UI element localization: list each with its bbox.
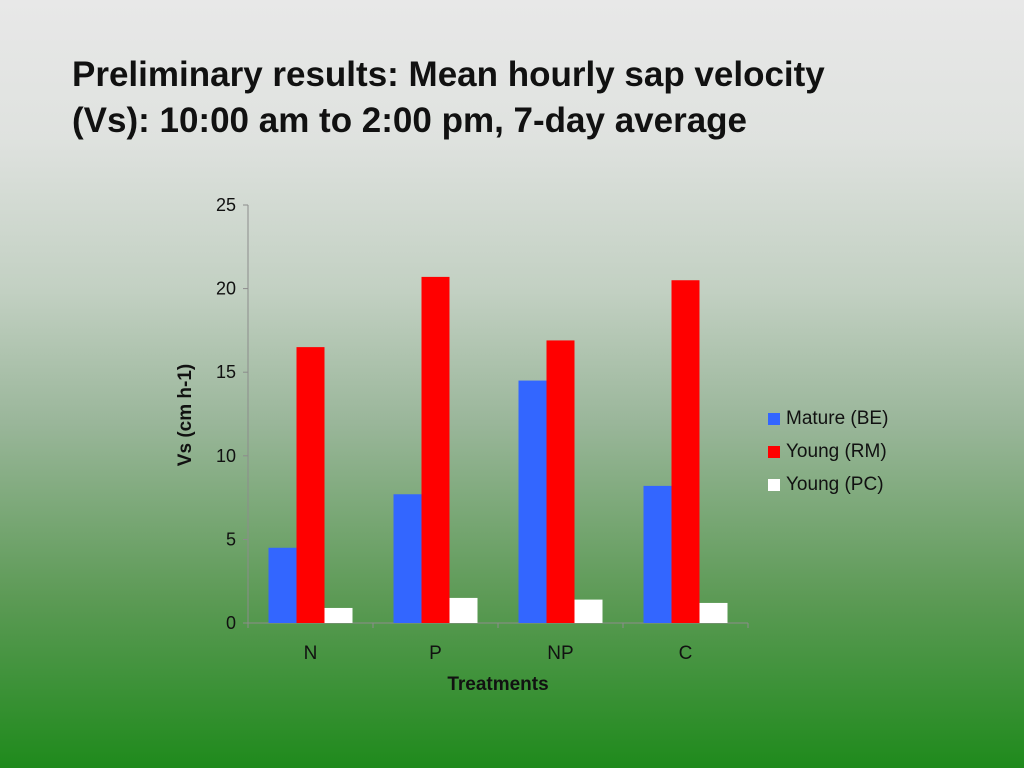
y-tick-label: 15: [216, 362, 236, 382]
y-tick-label: 0: [226, 613, 236, 633]
x-tick-label: P: [429, 643, 442, 664]
x-tick-label: N: [304, 643, 318, 664]
bar-mature-be-p: [393, 494, 422, 623]
legend-swatch: [768, 445, 780, 458]
legend-swatch: [768, 412, 780, 425]
bar-young-rm-p: [421, 276, 450, 623]
bar-mature-be-c: [643, 485, 672, 623]
y-axis-label: Vs (cm h-1): [175, 364, 196, 466]
y-axis: 0 5 10 15 20 25: [216, 195, 249, 633]
bar-young-pc-c: [699, 602, 728, 623]
y-tick-label: 10: [216, 446, 236, 466]
slide-title: Preliminary results: Mean hourly sap vel…: [72, 52, 972, 144]
slide-title-line-2: (Vs): 10:00 am to 2:00 pm, 7-day average: [72, 101, 748, 140]
y-tick-label: 25: [216, 195, 236, 215]
slide-title-line-1: Preliminary results: Mean hourly sap vel…: [72, 55, 825, 94]
legend-item: Young (PC): [768, 468, 888, 501]
bar-young-rm-np: [546, 340, 575, 623]
bars: [268, 276, 728, 623]
y-tick-label: 20: [216, 279, 236, 299]
bar-mature-be-n: [268, 547, 297, 623]
legend-item: Young (RM): [768, 435, 888, 468]
legend: Mature (BE) Young (RM) Young (PC): [768, 402, 888, 501]
x-tick-label: C: [679, 643, 693, 664]
legend-swatch: [768, 478, 780, 491]
legend-label: Young (RM): [786, 440, 887, 462]
legend-item: Mature (BE): [768, 402, 888, 435]
bar-young-rm-n: [296, 347, 325, 623]
x-axis: N P NP C: [247, 622, 749, 664]
bar-young-pc-n: [324, 607, 353, 623]
bar-mature-be-np: [518, 380, 547, 623]
legend-label: Mature (BE): [786, 407, 889, 429]
bar-young-pc-p: [449, 597, 478, 623]
x-tick-label: NP: [547, 643, 573, 664]
legend-label: Young (PC): [786, 473, 884, 495]
x-axis-label: Treatments: [447, 674, 548, 695]
y-tick-label: 5: [226, 529, 236, 549]
bar-young-rm-c: [671, 280, 700, 623]
bar-young-pc-np: [574, 599, 603, 623]
